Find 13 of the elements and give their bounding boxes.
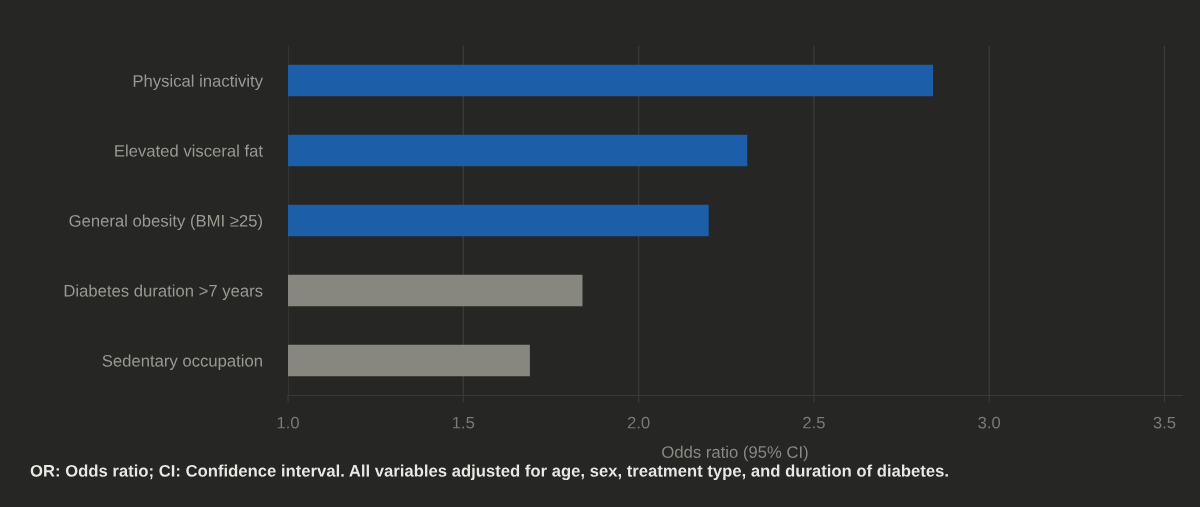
x-tick-label: 1.5	[452, 416, 475, 429]
x-axis-title: Odds ratio (95% CI)	[662, 445, 808, 462]
y-tick-label: Physical inactivity	[133, 74, 263, 91]
x-tick-label: 3.0	[978, 416, 1001, 429]
x-tick-label: 3.5	[1153, 416, 1176, 429]
y-tick-label: Diabetes duration >7 years	[64, 284, 263, 301]
y-tick-label: General obesity (BMI ≥25)	[69, 214, 262, 231]
x-tick-label: 2.5	[803, 416, 825, 429]
y-tick-label: Sedentary occupation	[102, 354, 262, 370]
y-tick-label: Elevated visceral fat	[115, 144, 263, 157]
x-tick-label: 2.0	[627, 416, 650, 429]
x-tick-label: 1.0	[277, 416, 299, 429]
text: OR: Odds ratio; CI: Confidence interval. All variables adjusted for age, sex, treatment type, and duration of diabetes.	[30, 464, 948, 481]
